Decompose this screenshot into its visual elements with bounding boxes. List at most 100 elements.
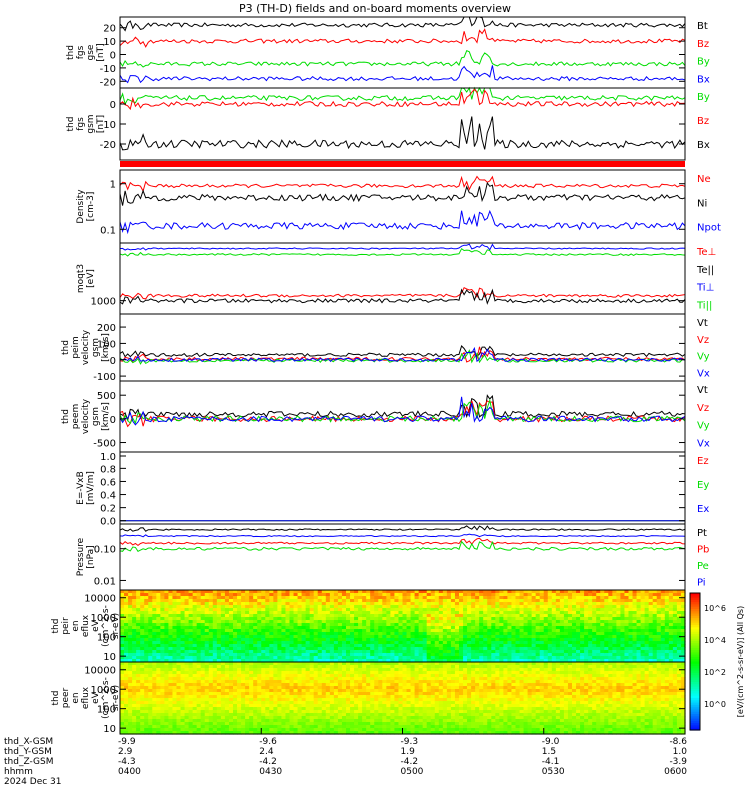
spectrogram-cell	[390, 602, 396, 606]
spectrogram-cell	[333, 590, 339, 594]
spectrogram-cell	[309, 638, 315, 642]
spectrogram-cell	[164, 635, 170, 639]
spectrogram-cell	[640, 644, 646, 648]
spectrogram-cell	[418, 659, 424, 663]
spectrogram-cell	[616, 605, 622, 609]
spectrogram-cell	[370, 650, 375, 654]
spectrogram-cell	[358, 617, 363, 621]
spectrogram-cell	[382, 611, 387, 615]
spectrogram-cell	[430, 605, 436, 609]
y-axis-label-line: E=-VxB	[76, 471, 86, 505]
spectrogram-cell	[120, 629, 125, 633]
spectrogram-cell	[612, 638, 617, 642]
spectrogram-cell	[398, 644, 404, 648]
spectrogram-cell	[620, 623, 626, 627]
spectrogram-cell	[354, 689, 359, 693]
spectrogram-cell	[301, 596, 307, 600]
spectrogram-cell	[140, 701, 145, 705]
spectrogram-cell	[208, 641, 214, 645]
spectrogram-cell	[495, 620, 500, 624]
spectrogram-cell	[430, 593, 436, 597]
spectrogram-cell	[212, 686, 218, 690]
spectrogram-cell	[321, 728, 327, 732]
spectrogram-cell	[491, 593, 496, 597]
spectrogram-cell	[475, 599, 480, 603]
spectrogram-cell	[471, 641, 476, 645]
spectrogram-cell	[329, 632, 335, 636]
spectrogram-cell	[233, 704, 238, 708]
spectrogram-cell	[184, 680, 190, 684]
spectrogram-cell	[604, 605, 609, 609]
spectrogram-cell	[531, 605, 537, 609]
spectrogram-cell	[317, 713, 323, 717]
spectrogram-cell	[124, 692, 129, 696]
spectrogram-cell	[216, 629, 222, 633]
spectrogram-cell	[120, 656, 125, 660]
spectrogram-cell	[446, 632, 452, 636]
spectrogram-cell	[418, 647, 424, 651]
spectrogram-cell	[337, 704, 343, 708]
spectrogram-cell	[164, 686, 170, 690]
spectrogram-cell	[592, 614, 597, 618]
spectrogram-cell	[289, 623, 295, 627]
spectrogram-cell	[140, 641, 145, 645]
spectrogram-cell	[567, 599, 573, 603]
spectrogram-cell	[257, 698, 262, 702]
spectrogram-cell	[309, 635, 315, 639]
spectrogram-cell	[180, 698, 186, 702]
spectrogram-cell	[527, 614, 533, 618]
spectrogram-cell	[200, 698, 206, 702]
spectrogram-cell	[499, 599, 504, 603]
spectrogram-cell	[293, 710, 299, 714]
spectrogram-cell	[325, 656, 331, 660]
spectrogram-cell	[515, 599, 521, 603]
spectrogram-cell	[241, 680, 246, 684]
spectrogram-cell	[168, 641, 174, 645]
spectrogram-cell	[664, 638, 670, 642]
spectrogram-cell	[652, 656, 658, 660]
spectrogram-cell	[337, 611, 343, 615]
spectrogram-cell	[628, 659, 634, 663]
spectrogram-cell	[249, 632, 254, 636]
spectrogram-cell	[289, 635, 295, 639]
spectrogram-cell	[128, 725, 133, 729]
spectrogram-cell	[600, 620, 605, 624]
spectrogram-cell	[596, 650, 601, 654]
spectrogram-cell	[200, 701, 206, 705]
spectrogram-cell	[374, 605, 379, 609]
spectrogram-cell	[406, 620, 412, 624]
spectrogram-cell	[148, 614, 153, 618]
spectrogram-cell	[224, 602, 230, 606]
spectrogram-cell	[309, 632, 315, 636]
spectrogram-cell	[301, 671, 307, 675]
spectrogram-cell	[301, 689, 307, 693]
spectrogram-cell	[128, 701, 133, 705]
spectrogram-cell	[220, 662, 226, 666]
spectrogram-cell	[648, 620, 654, 624]
spectrogram-cell	[588, 638, 593, 642]
spectrogram-cell	[184, 656, 190, 660]
spectrogram-cell	[329, 596, 335, 600]
spectrogram-cell	[430, 590, 436, 594]
spectrogram-cell	[180, 620, 186, 624]
spectrogram-cell	[547, 626, 553, 630]
spectrogram-cell	[289, 680, 295, 684]
spectrogram-cell	[172, 626, 178, 630]
spectrogram-cell	[406, 602, 412, 606]
series-line-Pe	[119, 540, 686, 552]
spectrogram-cell	[164, 605, 170, 609]
spectrogram-cell	[483, 611, 488, 615]
spectrogram-cell	[160, 662, 165, 666]
spectrogram-cell	[366, 653, 371, 657]
spectrogram-cell	[660, 620, 666, 624]
spectrogram-cell	[309, 677, 315, 681]
spectrogram-cell	[184, 638, 190, 642]
spectrogram-cell	[249, 656, 254, 660]
spectrogram-cell	[277, 695, 283, 699]
spectrogram-cell	[354, 698, 359, 702]
spectrogram-cell	[628, 644, 634, 648]
spectrogram-cell	[164, 611, 170, 615]
spectrogram-cell	[172, 623, 178, 627]
spectrogram-cell	[608, 629, 613, 633]
spectrogram-cell	[325, 665, 331, 669]
